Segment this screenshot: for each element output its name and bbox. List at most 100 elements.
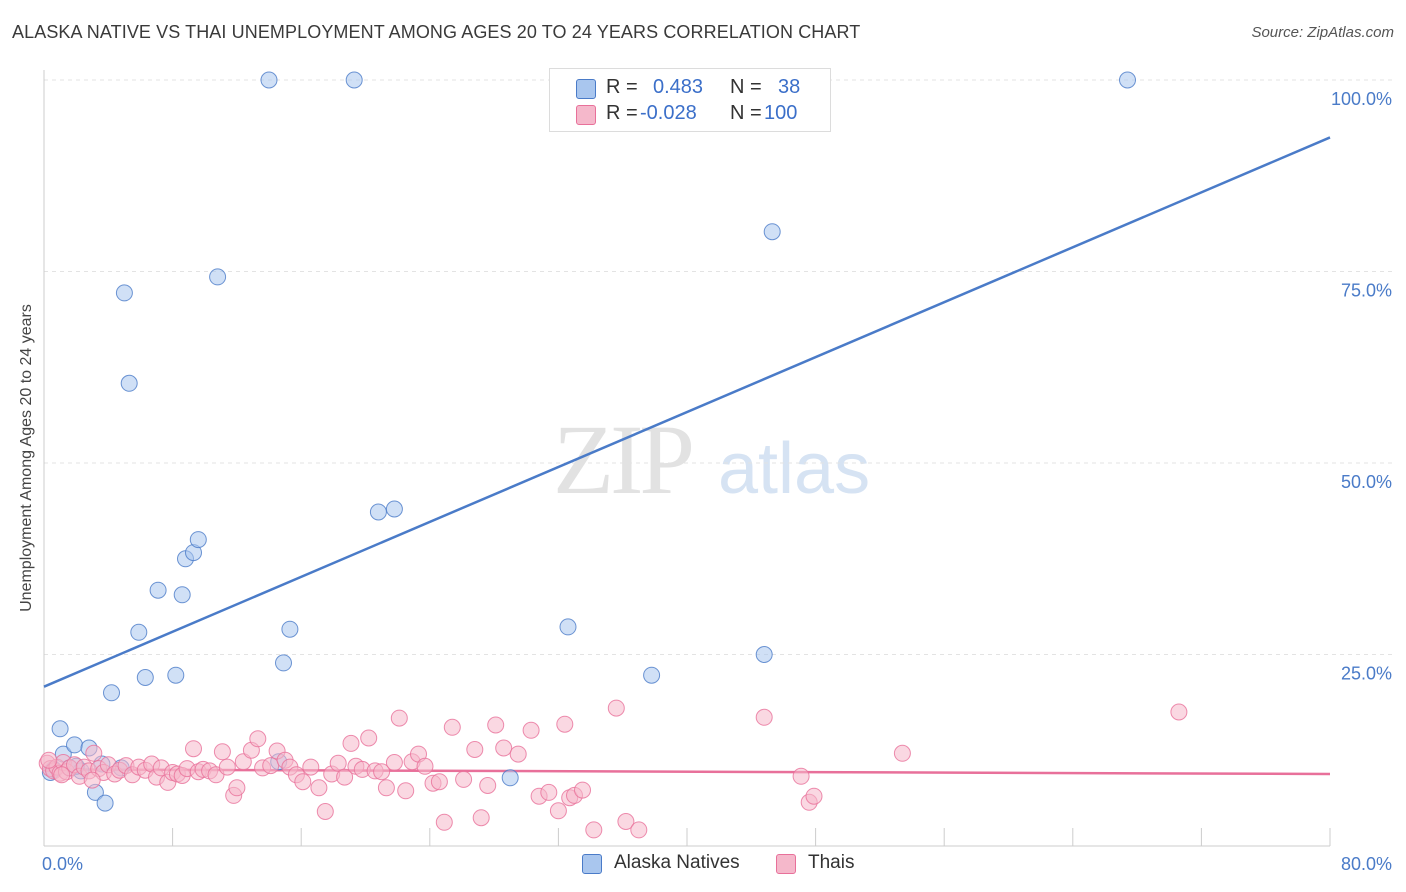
point-alaska-native [385,500,403,518]
axes [43,70,1331,847]
point-thai [755,708,773,726]
y-tick-label: 50.0% [1341,472,1392,492]
point-thai [549,802,567,820]
point-thai [617,813,635,830]
legend-swatch-alaska [576,79,596,99]
gridlines [44,79,1394,655]
point-thai [385,754,403,771]
point-thai [455,770,473,788]
legend-row-alaska: R = 0.483 N = 38 [550,76,830,100]
point-alaska-native [173,586,191,604]
point-alaska-native [66,736,83,754]
legend-n-value: 100 [764,102,798,124]
point-thai [53,766,71,784]
point-alaska-native [559,618,577,636]
source-label: Source: ZipAtlas.com [1251,24,1394,41]
point-thai [342,734,360,752]
point-thai [472,809,490,827]
y-tick-label: 75.0% [1341,281,1392,301]
point-alaska-native [167,666,185,684]
point-thai [509,745,527,763]
y-axis-label: Unemployment Among Ages 20 to 24 years [18,304,35,612]
point-thai [556,715,574,733]
point-thai [390,709,408,727]
point-thai [430,773,448,791]
legend-r-label: R = [606,102,638,124]
point-alaska-native [345,71,363,89]
point-alaska-native [103,684,120,702]
point-alaska-native [1119,71,1136,89]
trend-line-thais [43,768,1331,776]
legend-label: Alaska Natives [614,852,740,873]
y-tick-label: 25.0% [1341,664,1392,684]
x-tick-label: 80.0% [1341,854,1392,874]
point-alaska-native [755,646,773,663]
point-alaska-native [281,620,299,638]
point-thai [185,740,202,758]
point-thai [630,821,648,839]
point-thai [262,757,280,775]
point-thai [40,751,58,769]
point-alaska-native [209,268,227,286]
point-thai [302,758,320,776]
point-alaska-native [260,71,278,89]
watermark-atlas: atlas [718,429,871,509]
legend-label: Thais [808,852,855,873]
point-thai [1170,703,1188,721]
legend-r-label: R = [606,76,638,98]
legend-swatch [776,854,796,874]
legend-r-value: 0.483 [653,76,704,98]
y-tick-label: 100.0% [1331,89,1392,109]
x-tick-label: 0.0% [42,854,83,874]
legend-r-value: -0.028 [640,102,697,124]
legend-n-label: N = [730,76,762,98]
point-thai [522,721,540,739]
point-thai [893,744,911,762]
tick-labels: 25.0% 50.0% 75.0% 100.0% 0.0% 80.0% [42,89,1392,874]
point-thai [397,782,415,800]
legend-n-label: N = [730,102,762,124]
point-thai [316,803,334,820]
point-thai [495,739,513,757]
trend-line-alaska-natives [43,136,1331,688]
point-alaska-native [136,669,154,686]
point-thai [805,787,823,805]
point-thai [294,773,312,791]
point-alaska-native [369,503,387,521]
point-thai [310,779,328,797]
point-alaska-native [763,223,781,241]
point-alaska-native [96,794,114,812]
point-alaska-native [115,284,133,302]
point-thai [607,699,625,717]
point-thai [213,743,231,761]
point-thai [435,813,453,831]
point-thai [443,718,461,736]
point-thai [329,754,347,772]
legend-swatch [582,854,602,874]
stats-legend: R = 0.483 N = 38 R = -0.028 N = 100 [549,68,831,132]
point-thai [487,716,505,734]
chart-title: ALASKA NATIVE VS THAI UNEMPLOYMENT AMONG… [12,22,861,42]
point-thai [83,771,101,789]
point-thai [416,757,434,775]
point-thai [585,821,603,839]
point-alaska-native [51,720,69,738]
point-thai [360,729,378,747]
point-thai [373,763,391,781]
point-alaska-native [149,581,167,599]
legend-swatch-thais [576,105,596,125]
point-alaska-native [120,374,138,392]
legend-row-thais: R = -0.028 N = 100 [550,102,830,126]
point-alaska-native [189,531,207,549]
point-thai [574,781,591,799]
point-thai [228,779,246,797]
point-thai [249,730,267,748]
legend-n-value: 38 [778,76,801,98]
point-alaska-native [643,666,661,684]
data-points [38,71,1188,839]
point-thai [218,758,236,776]
point-alaska-native [501,769,519,787]
point-thai [466,741,484,758]
point-thai [336,768,354,786]
